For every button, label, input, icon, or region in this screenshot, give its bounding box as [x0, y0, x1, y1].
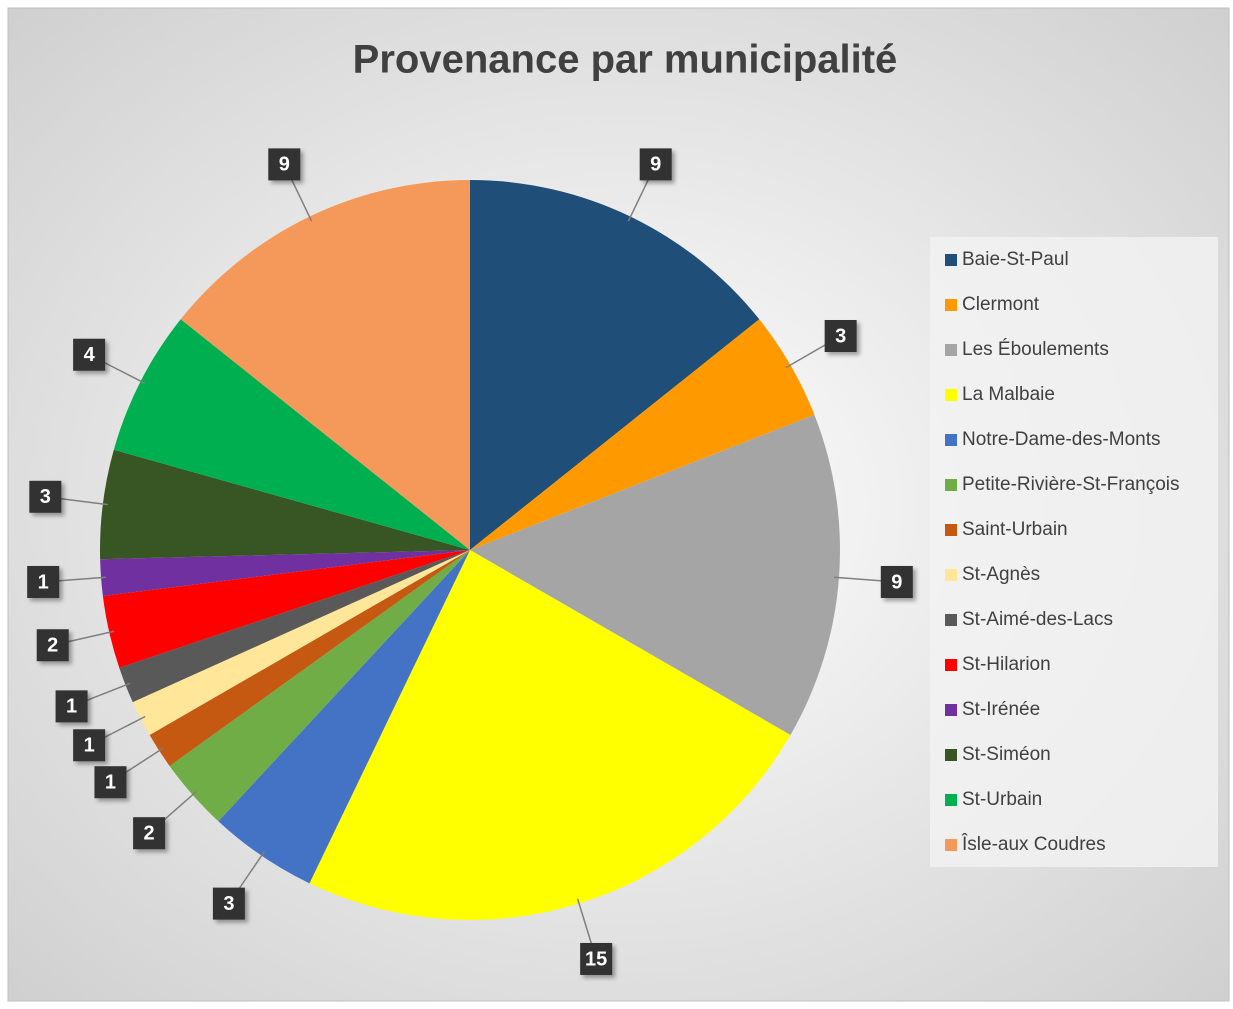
data-label: 15 — [585, 948, 607, 970]
data-label-box — [55, 690, 88, 723]
pie-slice — [113, 319, 470, 550]
legend-label: St-Aimé-des-Lacs — [962, 609, 1113, 630]
pie-slice — [119, 550, 471, 703]
legend-swatch — [945, 659, 957, 671]
data-label: 3 — [40, 486, 51, 508]
legend-swatch — [945, 254, 957, 266]
legend-swatch — [945, 749, 957, 761]
data-label: 1 — [84, 735, 95, 757]
pie-slice — [470, 414, 840, 735]
legend-swatch — [945, 479, 957, 491]
legend-swatch — [945, 794, 957, 806]
legend-swatch — [945, 344, 957, 356]
data-label: 3 — [223, 893, 234, 915]
legend-label: Îsle-aux Coudres — [961, 833, 1106, 855]
data-label-box — [36, 629, 69, 662]
data-label: 9 — [650, 154, 661, 176]
legend-swatch — [945, 704, 957, 716]
legend-swatch — [945, 614, 957, 626]
data-label: 4 — [84, 344, 96, 366]
pie-slice — [132, 550, 470, 735]
legend-swatch — [945, 524, 957, 536]
legend-swatch — [945, 839, 957, 851]
legend-label: La Malbaie — [962, 384, 1055, 405]
legend-label: St-Siméon — [962, 744, 1051, 765]
data-label-box — [268, 148, 301, 181]
pie-slice — [218, 550, 470, 884]
data-label-box — [639, 148, 672, 181]
pie-slice — [180, 180, 470, 550]
legend-label: Clermont — [962, 294, 1040, 315]
data-label: 9 — [279, 154, 290, 176]
data-label-box — [73, 338, 106, 371]
data-label-box — [133, 817, 166, 850]
data-label-box — [73, 729, 106, 762]
chart-title: Provenance par municipalité — [353, 38, 898, 82]
legend-swatch — [945, 434, 957, 446]
pie-slice — [470, 319, 815, 550]
data-label-box — [824, 320, 857, 352]
legend-swatch — [945, 569, 957, 581]
data-label: 1 — [66, 696, 77, 718]
pie-slice — [100, 449, 470, 560]
data-label: 2 — [144, 822, 155, 844]
legend-label: St-Urbain — [962, 789, 1042, 810]
pie-slice — [102, 550, 470, 668]
legend-swatch — [945, 299, 957, 311]
legend-label: Les Éboulements — [962, 339, 1109, 360]
data-label: 9 — [891, 571, 902, 593]
pie-slice — [309, 550, 791, 920]
legend-swatch — [945, 389, 957, 401]
data-label: 2 — [47, 635, 58, 657]
data-label: 3 — [835, 325, 846, 347]
pie-slice — [470, 180, 760, 550]
legend-label: Baie-St-Paul — [962, 249, 1069, 270]
data-label-box — [27, 565, 60, 598]
legend-label: Petite-Rivière-St-François — [962, 474, 1180, 495]
data-label-box — [580, 942, 613, 975]
data-label: 1 — [105, 771, 116, 793]
data-label-box — [94, 766, 127, 799]
legend-label: Notre-Dame-des-Monts — [962, 429, 1161, 450]
data-label-box — [29, 480, 62, 513]
data-label-box — [880, 565, 913, 598]
data-label: 1 — [38, 571, 49, 593]
legend-box — [930, 237, 1218, 867]
data-label-box — [212, 887, 245, 920]
pie-slice — [149, 550, 470, 766]
legend-label: St-Irénée — [962, 699, 1040, 720]
legend-label: St-Hilarion — [962, 654, 1051, 675]
pie-slice — [169, 550, 470, 822]
legend-label: St-Agnès — [962, 564, 1040, 585]
pie-slice — [100, 550, 471, 597]
legend-label: Saint-Urbain — [962, 519, 1068, 540]
